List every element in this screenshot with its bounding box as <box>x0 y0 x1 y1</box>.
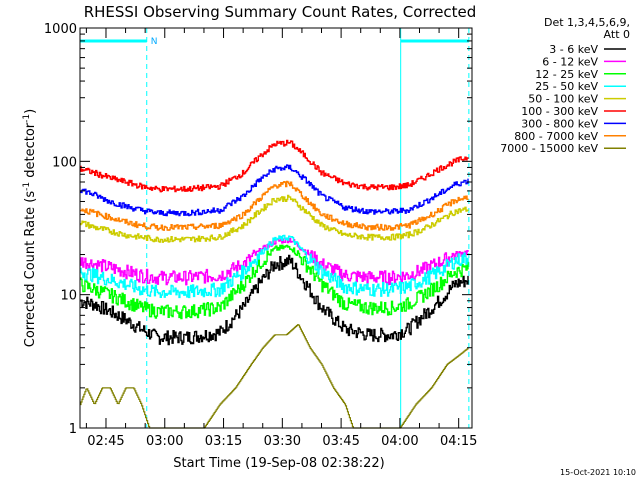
y-axis-label-sup1: -1 <box>22 182 32 191</box>
legend-attenuator: Att 0 <box>604 28 630 41</box>
series-line-7 <box>80 180 469 231</box>
legend-label-1: 6 - 12 keV <box>542 55 598 68</box>
x-tick-label-6: 04:15 <box>440 434 477 449</box>
series-line-4 <box>80 194 469 243</box>
series-lines <box>80 139 469 429</box>
legend-label-6: 300 - 800 keV <box>521 117 598 130</box>
y-axis-label-main: Corrected Count Rate (s <box>23 191 38 348</box>
plot-frame <box>79 27 473 429</box>
series-line-5 <box>80 139 469 193</box>
legend-label-5: 100 - 300 keV <box>521 105 598 118</box>
plot-area: N 1 10 100 1000 02:45 03:00 03:15 03:30 03:45 04:… <box>44 22 478 449</box>
y-tick-label-3: 1000 <box>44 22 77 37</box>
x-tick-label-2: 03:15 <box>205 434 242 449</box>
x-tick-label-5: 04:00 <box>381 434 418 449</box>
y-tick-label-2: 100 <box>52 155 77 170</box>
y-tick-label-0: 1 <box>69 422 77 437</box>
legend-label-7: 800 - 7000 keV <box>514 130 598 143</box>
legend-label-8: 7000 - 15000 keV <box>500 142 598 155</box>
timestamp: 15-Oct-2021 10:10 <box>560 468 636 477</box>
y-axis-label-sup2: -1 <box>22 114 32 123</box>
series-line-3 <box>80 234 469 299</box>
series-line-2 <box>80 244 469 320</box>
axes: 1 10 100 1000 02:45 03:00 03:15 03:30 03:45 04:00… <box>44 22 478 449</box>
x-tick-label-1: 03:00 <box>146 434 183 449</box>
x-tick-label-0: 02:45 <box>87 434 124 449</box>
series-line-6 <box>80 164 469 217</box>
series-line-1 <box>80 237 469 286</box>
legend-detectors: Det 1,3,4,5,6,9, <box>544 16 630 29</box>
x-axis-label: Start Time (19-Sep-08 02:38:22) <box>173 456 384 471</box>
y-tick-label-1: 10 <box>60 289 77 304</box>
legend-label-0: 3 - 6 keV <box>549 43 598 56</box>
legend-label-2: 12 - 25 keV <box>535 68 598 81</box>
series-line-0 <box>80 254 469 346</box>
x-tick-label-3: 03:30 <box>264 434 301 449</box>
chart-title: RHESSI Observing Summary Count Rates, Co… <box>84 3 477 21</box>
night-flag-label: N <box>151 37 158 47</box>
legend-label-4: 50 - 100 keV <box>528 93 598 106</box>
legend-label-3: 25 - 50 keV <box>535 80 598 93</box>
y-axis-label-end: ) <box>23 109 38 114</box>
y-axis-label: Corrected Count Rate (s-1 detector-1) <box>22 109 38 347</box>
series-line-8 <box>80 324 469 429</box>
y-axis-label-mid: detector <box>23 122 38 182</box>
x-tick-label-4: 03:45 <box>322 434 359 449</box>
